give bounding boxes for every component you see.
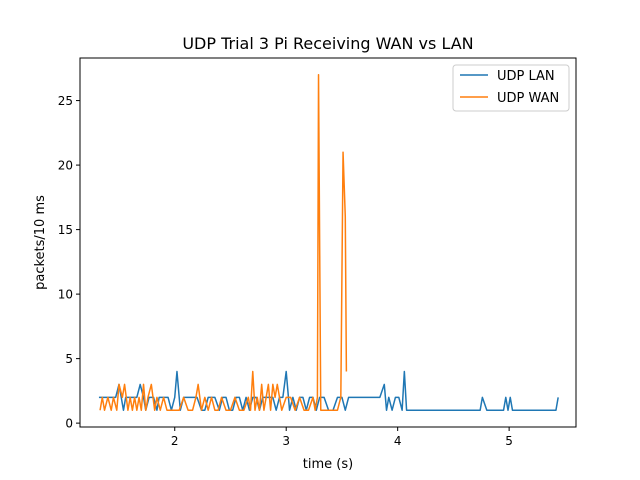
x-tick-label: 3 — [282, 434, 290, 448]
x-axis-label: time (s) — [303, 457, 353, 472]
y-axis-label: packets/10 ms — [33, 195, 48, 290]
plot-background — [80, 58, 576, 427]
y-axis-ticks: 0 5 10 15 20 25 — [58, 94, 80, 431]
x-tick-label: 4 — [394, 434, 402, 448]
chart-title: UDP Trial 3 Pi Receiving WAN vs LAN — [182, 34, 473, 53]
plot-area — [79, 57, 577, 428]
axes-frame — [79, 57, 577, 428]
x-axis-ticks: 2 3 4 5 — [171, 427, 513, 448]
series-line-udp-wan — [99, 74, 348, 411]
x-tick-label: 2 — [171, 434, 179, 448]
y-tick-label: 5 — [65, 352, 73, 366]
legend-label-udp-lan: UDP LAN — [497, 69, 555, 84]
y-tick-label: 25 — [58, 94, 73, 108]
series-line-udp-lan — [98, 370, 559, 411]
y-tick-label: 20 — [58, 159, 73, 173]
y-tick-label: 0 — [65, 417, 73, 431]
legend-label-udp-wan: UDP WAN — [497, 91, 559, 106]
y-tick-label: 10 — [58, 288, 73, 302]
y-tick-label: 15 — [58, 223, 73, 237]
x-tick-label: 5 — [505, 434, 513, 448]
series-layer — [98, 74, 559, 411]
legend-box — [452, 64, 570, 112]
legend: UDP LAN UDP WAN — [452, 64, 570, 112]
